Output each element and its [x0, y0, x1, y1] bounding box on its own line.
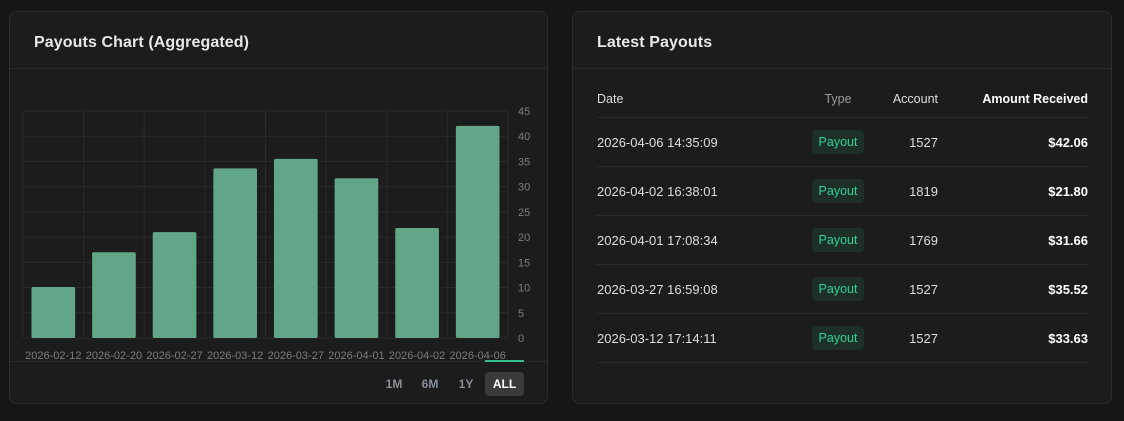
- y-tick-label: 15: [518, 257, 530, 269]
- payout-account: 1769: [909, 232, 938, 248]
- x-tick-label: 2026-04-06: [450, 350, 506, 360]
- range-button-all[interactable]: ALL: [485, 372, 524, 396]
- x-tick-label: 2026-03-27: [268, 350, 324, 360]
- column-header-date: Date: [597, 92, 624, 106]
- payouts-card-header: Latest Payouts: [573, 12, 1111, 69]
- x-tick-label: 2026-02-12: [25, 350, 81, 360]
- payout-account: 1819: [909, 183, 938, 199]
- table-row: 2026-04-01 17:08:34 Payout 1769 $31.66: [597, 216, 1088, 265]
- chart-card-title: Payouts Chart (Aggregated): [34, 34, 250, 51]
- payout-date: 2026-04-06 14:35:09: [597, 134, 718, 150]
- payouts-card-title: Latest Payouts: [597, 34, 713, 51]
- y-tick-label: 40: [518, 131, 530, 143]
- table-header-row: Date Type Account Amount Received: [597, 92, 1088, 118]
- payout-account: 1527: [909, 281, 938, 297]
- payout-type-badge: Payout: [811, 179, 865, 203]
- column-header-account: Account: [892, 92, 938, 106]
- x-tick-label: 2026-03-12: [207, 350, 263, 360]
- payout-date: 2026-04-01 17:08:34: [597, 232, 718, 248]
- bar-2026-02-27[interactable]: [152, 232, 197, 338]
- column-header-type: Type: [824, 92, 852, 106]
- payout-account: 1527: [909, 330, 938, 346]
- bar-2026-03-27[interactable]: [273, 158, 318, 338]
- bar-2026-04-02[interactable]: [395, 228, 439, 338]
- payouts-bar-chart: 0 5 10 15 20 25 30 35 40 45 2026-02-12 2026-02-20 20…: [22, 106, 530, 360]
- payout-amount: $21.80: [1048, 183, 1088, 199]
- payout-amount: $42.06: [1048, 134, 1088, 150]
- bar-2026-04-06[interactable]: [455, 125, 500, 339]
- payout-type-badge: Payout: [811, 326, 865, 350]
- bar-2026-02-12[interactable]: [31, 287, 76, 338]
- y-tick-label: 5: [518, 308, 524, 320]
- y-tick-label: 10: [518, 283, 530, 295]
- payout-date: 2026-03-27 16:59:08: [597, 281, 718, 297]
- payout-amount: $33.63: [1048, 330, 1088, 346]
- bar-2026-03-12[interactable]: [213, 168, 258, 338]
- y-tick-label: 20: [518, 232, 530, 244]
- payout-type-badge: Payout: [811, 130, 865, 154]
- payout-date: 2026-04-02 16:38:01: [597, 183, 718, 199]
- payout-type-badge: Payout: [811, 228, 865, 252]
- payout-amount: $35.52: [1048, 281, 1088, 297]
- bar-2026-04-01[interactable]: [334, 178, 379, 338]
- table-row: 2026-04-02 16:38:01 Payout 1819 $21.80: [597, 167, 1088, 216]
- bar-2026-02-20[interactable]: [92, 252, 136, 338]
- y-tick-label: 30: [518, 182, 530, 194]
- range-selector: 1M 6M 1Y ALL: [10, 360, 547, 405]
- y-tick-label: 35: [518, 156, 530, 168]
- active-range-indicator: [485, 360, 524, 362]
- y-tick-label: 45: [518, 106, 530, 118]
- range-button-1m[interactable]: 1M: [385, 377, 403, 391]
- y-tick-label: 25: [518, 207, 530, 219]
- chart-card-header: Payouts Chart (Aggregated): [10, 12, 547, 69]
- payout-amount: $31.66: [1048, 232, 1088, 248]
- y-tick-label: 0: [518, 333, 524, 345]
- range-button-6m[interactable]: 6M: [421, 377, 439, 391]
- column-header-amount: Amount Received: [982, 92, 1088, 106]
- payout-type-badge: Payout: [811, 277, 865, 301]
- table-row: 2026-04-06 14:35:09 Payout 1527 $42.06: [597, 118, 1088, 167]
- table-row: 2026-03-12 17:14:11 Payout 1527 $33.63: [597, 314, 1088, 363]
- payouts-chart-card: Payouts Chart (Aggregated) 0 5 10 15 20 25 30 3…: [9, 11, 548, 404]
- table-row: 2026-03-27 16:59:08 Payout 1527 $35.52: [597, 265, 1088, 314]
- x-tick-label: 2026-02-20: [86, 350, 142, 360]
- payout-account: 1527: [909, 134, 938, 150]
- latest-payouts-card: Latest Payouts Date Type Account Amount …: [572, 11, 1112, 404]
- x-tick-label: 2026-02-27: [146, 350, 202, 360]
- x-tick-label: 2026-04-01: [328, 350, 384, 360]
- payouts-table: Date Type Account Amount Received 2026-0…: [597, 92, 1088, 363]
- payout-date: 2026-03-12 17:14:11: [597, 330, 717, 346]
- range-button-1y[interactable]: 1Y: [458, 377, 474, 391]
- x-tick-label: 2026-04-02: [389, 350, 445, 360]
